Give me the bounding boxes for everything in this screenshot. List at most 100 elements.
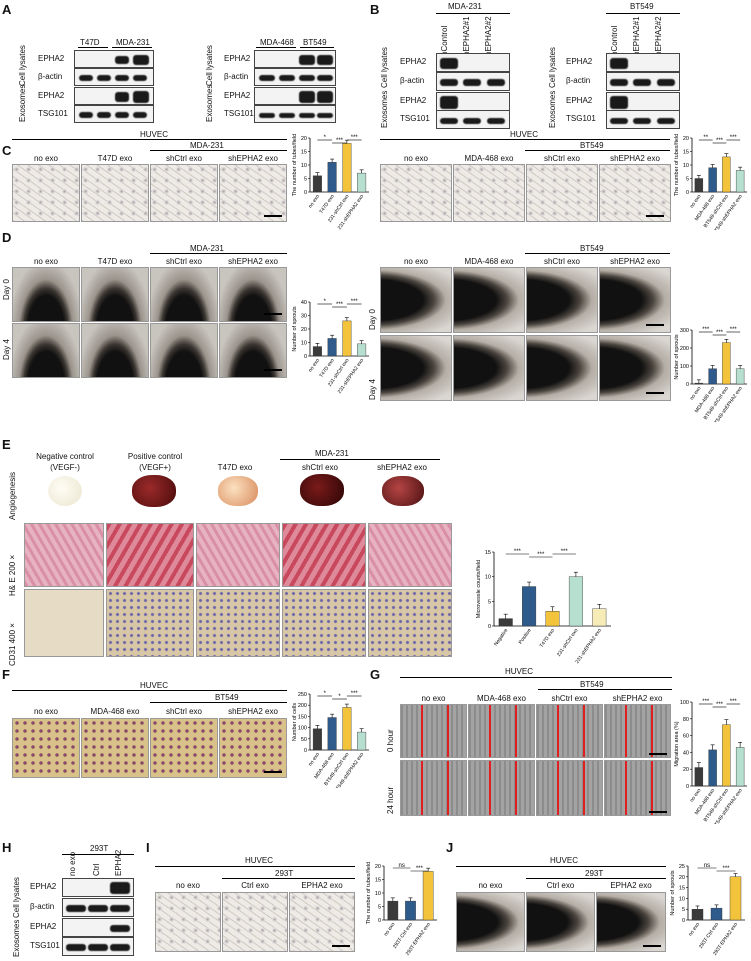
row-label: β-actin [400, 76, 425, 85]
micrograph [12, 267, 80, 322]
col-label: shCtrl exo [165, 707, 202, 716]
row-label: β-actin [30, 902, 55, 911]
row-label: CD31 400 × [8, 623, 17, 666]
col-label: EPHA2 exo [301, 881, 343, 890]
micrograph [81, 164, 149, 222]
micrograph [380, 164, 452, 222]
micrograph [150, 164, 218, 222]
micrograph [150, 718, 218, 778]
y-tick-label: 20 [683, 767, 689, 773]
micrograph [219, 323, 287, 378]
blot-epha2 [436, 53, 510, 72]
group-label: Exosomes [18, 84, 27, 122]
col-label: no exo [33, 257, 59, 266]
micrograph [219, 267, 287, 322]
y-tick-label: 15 [683, 150, 689, 156]
row-label: EPHA2 [400, 96, 427, 105]
lane-label: EPHA2 [114, 849, 123, 876]
y-tick-label: 200 [680, 346, 689, 352]
header-label: HUVEC [505, 667, 534, 676]
y-tick-label: 0 [304, 190, 307, 196]
sig-label: *** [716, 330, 724, 336]
bar [708, 368, 717, 385]
bar [710, 907, 723, 921]
row-label: Day 0 [2, 279, 11, 300]
micrograph [155, 892, 221, 952]
col-label: Positive control [127, 452, 183, 461]
col-label: no exo [175, 881, 201, 890]
sig-label: *** [722, 866, 730, 872]
cell-line-label: BT549 [580, 141, 604, 150]
y-tick-label: 10 [301, 341, 307, 347]
panel-label-a: A [2, 2, 12, 17]
y-tick-label: 15 [485, 550, 491, 556]
y-tick-label: 0 [304, 748, 307, 754]
cell-line-label: MDA-231 [190, 244, 224, 253]
blot-tsg101 [62, 937, 134, 956]
micrograph [81, 718, 149, 778]
micrograph-cd31 [24, 589, 104, 657]
cell-line-label: 293T [275, 869, 294, 878]
bar [327, 717, 337, 751]
sig-label: * [338, 694, 341, 700]
col-label: T47D exo [97, 257, 133, 266]
col-label: no exo [33, 707, 59, 716]
col-label: shCtrl exo [165, 257, 202, 266]
bar [357, 731, 367, 751]
bar [694, 382, 704, 385]
bar [357, 172, 367, 193]
y-tick-label: 10 [301, 163, 307, 169]
y-tick-label: 150 [298, 714, 307, 720]
bar [729, 876, 742, 921]
bar [708, 749, 717, 787]
micrograph-he [24, 523, 104, 587]
blot-actin [62, 898, 134, 917]
y-tick-label: 0 [686, 190, 689, 196]
col-label: shCtrl exo [165, 154, 202, 163]
col-label: shEPHA2 exo [612, 694, 663, 703]
bar [722, 724, 731, 787]
panel-label-e: E [2, 437, 11, 452]
bar [722, 342, 731, 385]
micrograph-he [368, 523, 452, 587]
sig-label: *** [702, 327, 710, 333]
wound-image [400, 760, 467, 816]
row-label: EPHA2 [400, 57, 427, 66]
sig-label: *** [730, 135, 738, 141]
sig-label: *** [416, 866, 424, 872]
group-label: Cell lysates [380, 47, 389, 88]
row-label: β-actin [566, 76, 591, 85]
cell-line-label: MDA-231 [315, 449, 349, 458]
micrograph-cd31 [368, 589, 452, 657]
panel-label-h: H [2, 840, 12, 855]
row-label: TSG101 [224, 109, 254, 118]
row-label: EPHA2 [224, 91, 251, 100]
col-label: EPHA2 exo [610, 881, 652, 890]
micrograph [81, 267, 149, 322]
x-tick-label: no exo [307, 358, 321, 374]
micrograph [526, 335, 598, 401]
group-label: Exosomes [12, 919, 21, 957]
bar [405, 900, 416, 921]
micrograph [380, 267, 452, 333]
y-tick-label: 40 [683, 750, 689, 756]
sig-label: *** [336, 138, 344, 144]
sig-label: *** [702, 699, 710, 705]
x-tick-label: no exo [689, 788, 703, 804]
row-label: β-actin [224, 72, 249, 81]
micrograph [596, 892, 666, 952]
cell-line-label: 293T [585, 869, 604, 878]
lane-label: Ctrl [92, 863, 101, 876]
blot-exo-epha2 [62, 918, 134, 937]
wound-image [604, 760, 671, 816]
micrograph [453, 164, 525, 222]
micrograph [526, 267, 598, 333]
bar [312, 728, 322, 751]
plug-image [300, 474, 344, 506]
lane-label: BT549 [303, 38, 327, 47]
y-tick-label: 5 [378, 905, 381, 911]
lane-label: no exo [68, 851, 77, 876]
x-tick-label: no exo [307, 194, 321, 210]
